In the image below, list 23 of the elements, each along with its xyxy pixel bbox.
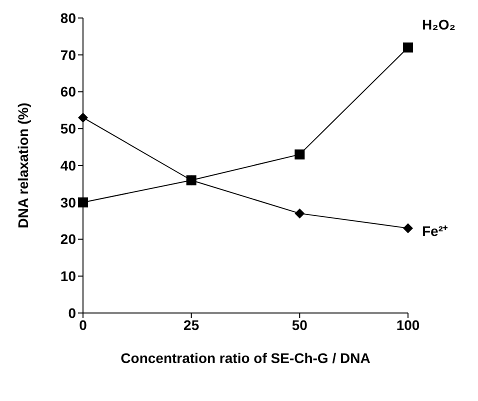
y-tick-label: 40: [60, 157, 76, 174]
y-tick-label: 60: [60, 84, 76, 100]
series-label: H₂O₂: [422, 16, 456, 32]
point: [294, 149, 305, 160]
point: [403, 223, 413, 234]
y-tick-label: 50: [60, 120, 76, 137]
point: [294, 208, 305, 218]
point: [78, 112, 88, 123]
y-tick-label: 80: [60, 10, 76, 26]
y-tick-label: 30: [60, 194, 76, 210]
x-tick-label: 0: [79, 316, 88, 333]
x-tick-label: 50: [292, 316, 308, 333]
y-tick-label: 0: [68, 304, 76, 321]
y-axis-title: DNA relaxation (%): [14, 102, 31, 228]
y-tick-label: 20: [60, 231, 76, 248]
y-tick-label: 70: [60, 46, 76, 63]
point: [78, 197, 88, 208]
x-axis-title: Concentration ratio of SE-Ch-G / DNA: [120, 350, 370, 366]
x-tick-label: 25: [184, 316, 200, 333]
point: [403, 42, 413, 52]
x-tick-label: 100: [396, 316, 420, 333]
y-tick-label: 10: [60, 268, 76, 284]
series-label: Fe²⁺: [422, 223, 448, 240]
